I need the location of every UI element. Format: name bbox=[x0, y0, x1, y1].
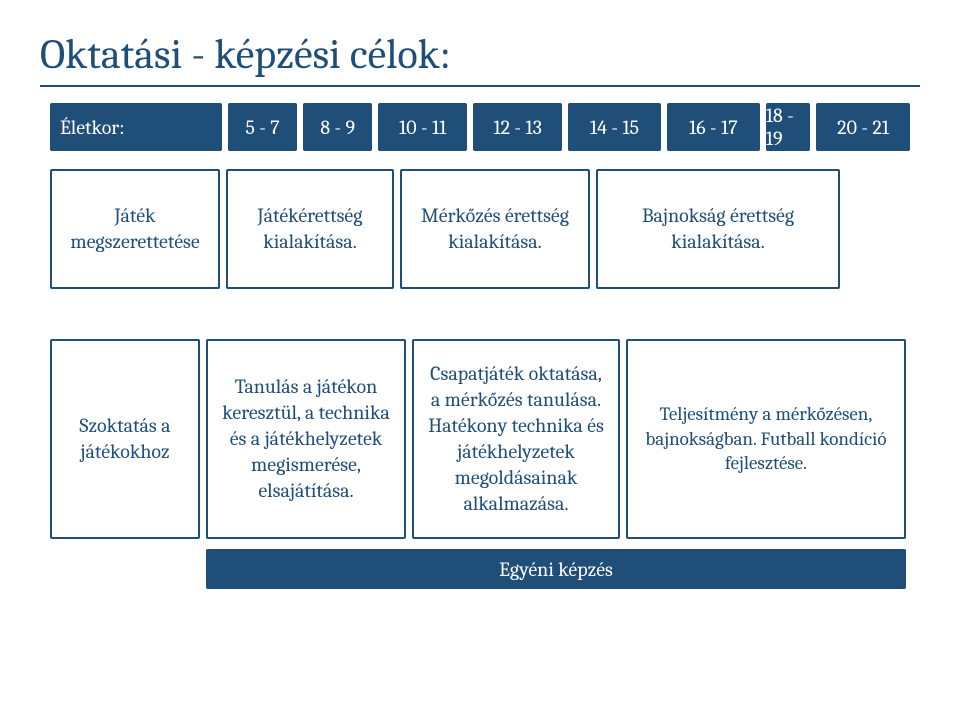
bottom-box-3: Csapatjáték oktatása, a mérkőzés tanulás… bbox=[412, 339, 620, 539]
age-cell-18-19: 18 - 19 bbox=[766, 103, 810, 151]
age-cell-5-7: 5 - 7 bbox=[228, 103, 297, 151]
top-box-1: Játék megszerettetése bbox=[50, 169, 220, 289]
age-label: Életkor: bbox=[50, 103, 222, 151]
bottom-box-1: Szoktatás a játékokhoz bbox=[50, 339, 200, 539]
stage-row-bottom: Szoktatás a játékokhoz Tanulás a játékon… bbox=[50, 339, 910, 599]
age-header-row: Életkor: 5 - 7 8 - 9 10 - 11 12 - 13 14 … bbox=[50, 103, 910, 151]
age-cell-10-11: 10 - 11 bbox=[378, 103, 467, 151]
age-cell-20-21: 20 - 21 bbox=[816, 103, 910, 151]
age-cell-8-9: 8 - 9 bbox=[303, 103, 372, 151]
age-cell-16-17: 16 - 17 bbox=[667, 103, 760, 151]
top-box-4: Bajnokság érettség kialakítása. bbox=[596, 169, 840, 289]
bottom-box-2: Tanulás a játékon keresztül, a technika … bbox=[206, 339, 406, 539]
top-box-2: Játékérettség kialakítása. bbox=[226, 169, 394, 289]
page-title: Oktatási - képzési célok: bbox=[40, 30, 920, 87]
bottom-box-4: Teljesítmény a mérkőzésen, bajnokságban.… bbox=[626, 339, 906, 539]
age-cell-14-15: 14 - 15 bbox=[568, 103, 661, 151]
top-box-3: Mérkőzés érettség kialakítása. bbox=[400, 169, 590, 289]
age-cell-12-13: 12 - 13 bbox=[473, 103, 562, 151]
footer-bar-egyeni-kepzes: Egyéni képzés bbox=[206, 549, 906, 589]
slide: Oktatási - képzési célok: Életkor: 5 - 7… bbox=[0, 0, 960, 720]
stage-row-top: Játék megszerettetése Játékérettség kial… bbox=[50, 169, 910, 309]
